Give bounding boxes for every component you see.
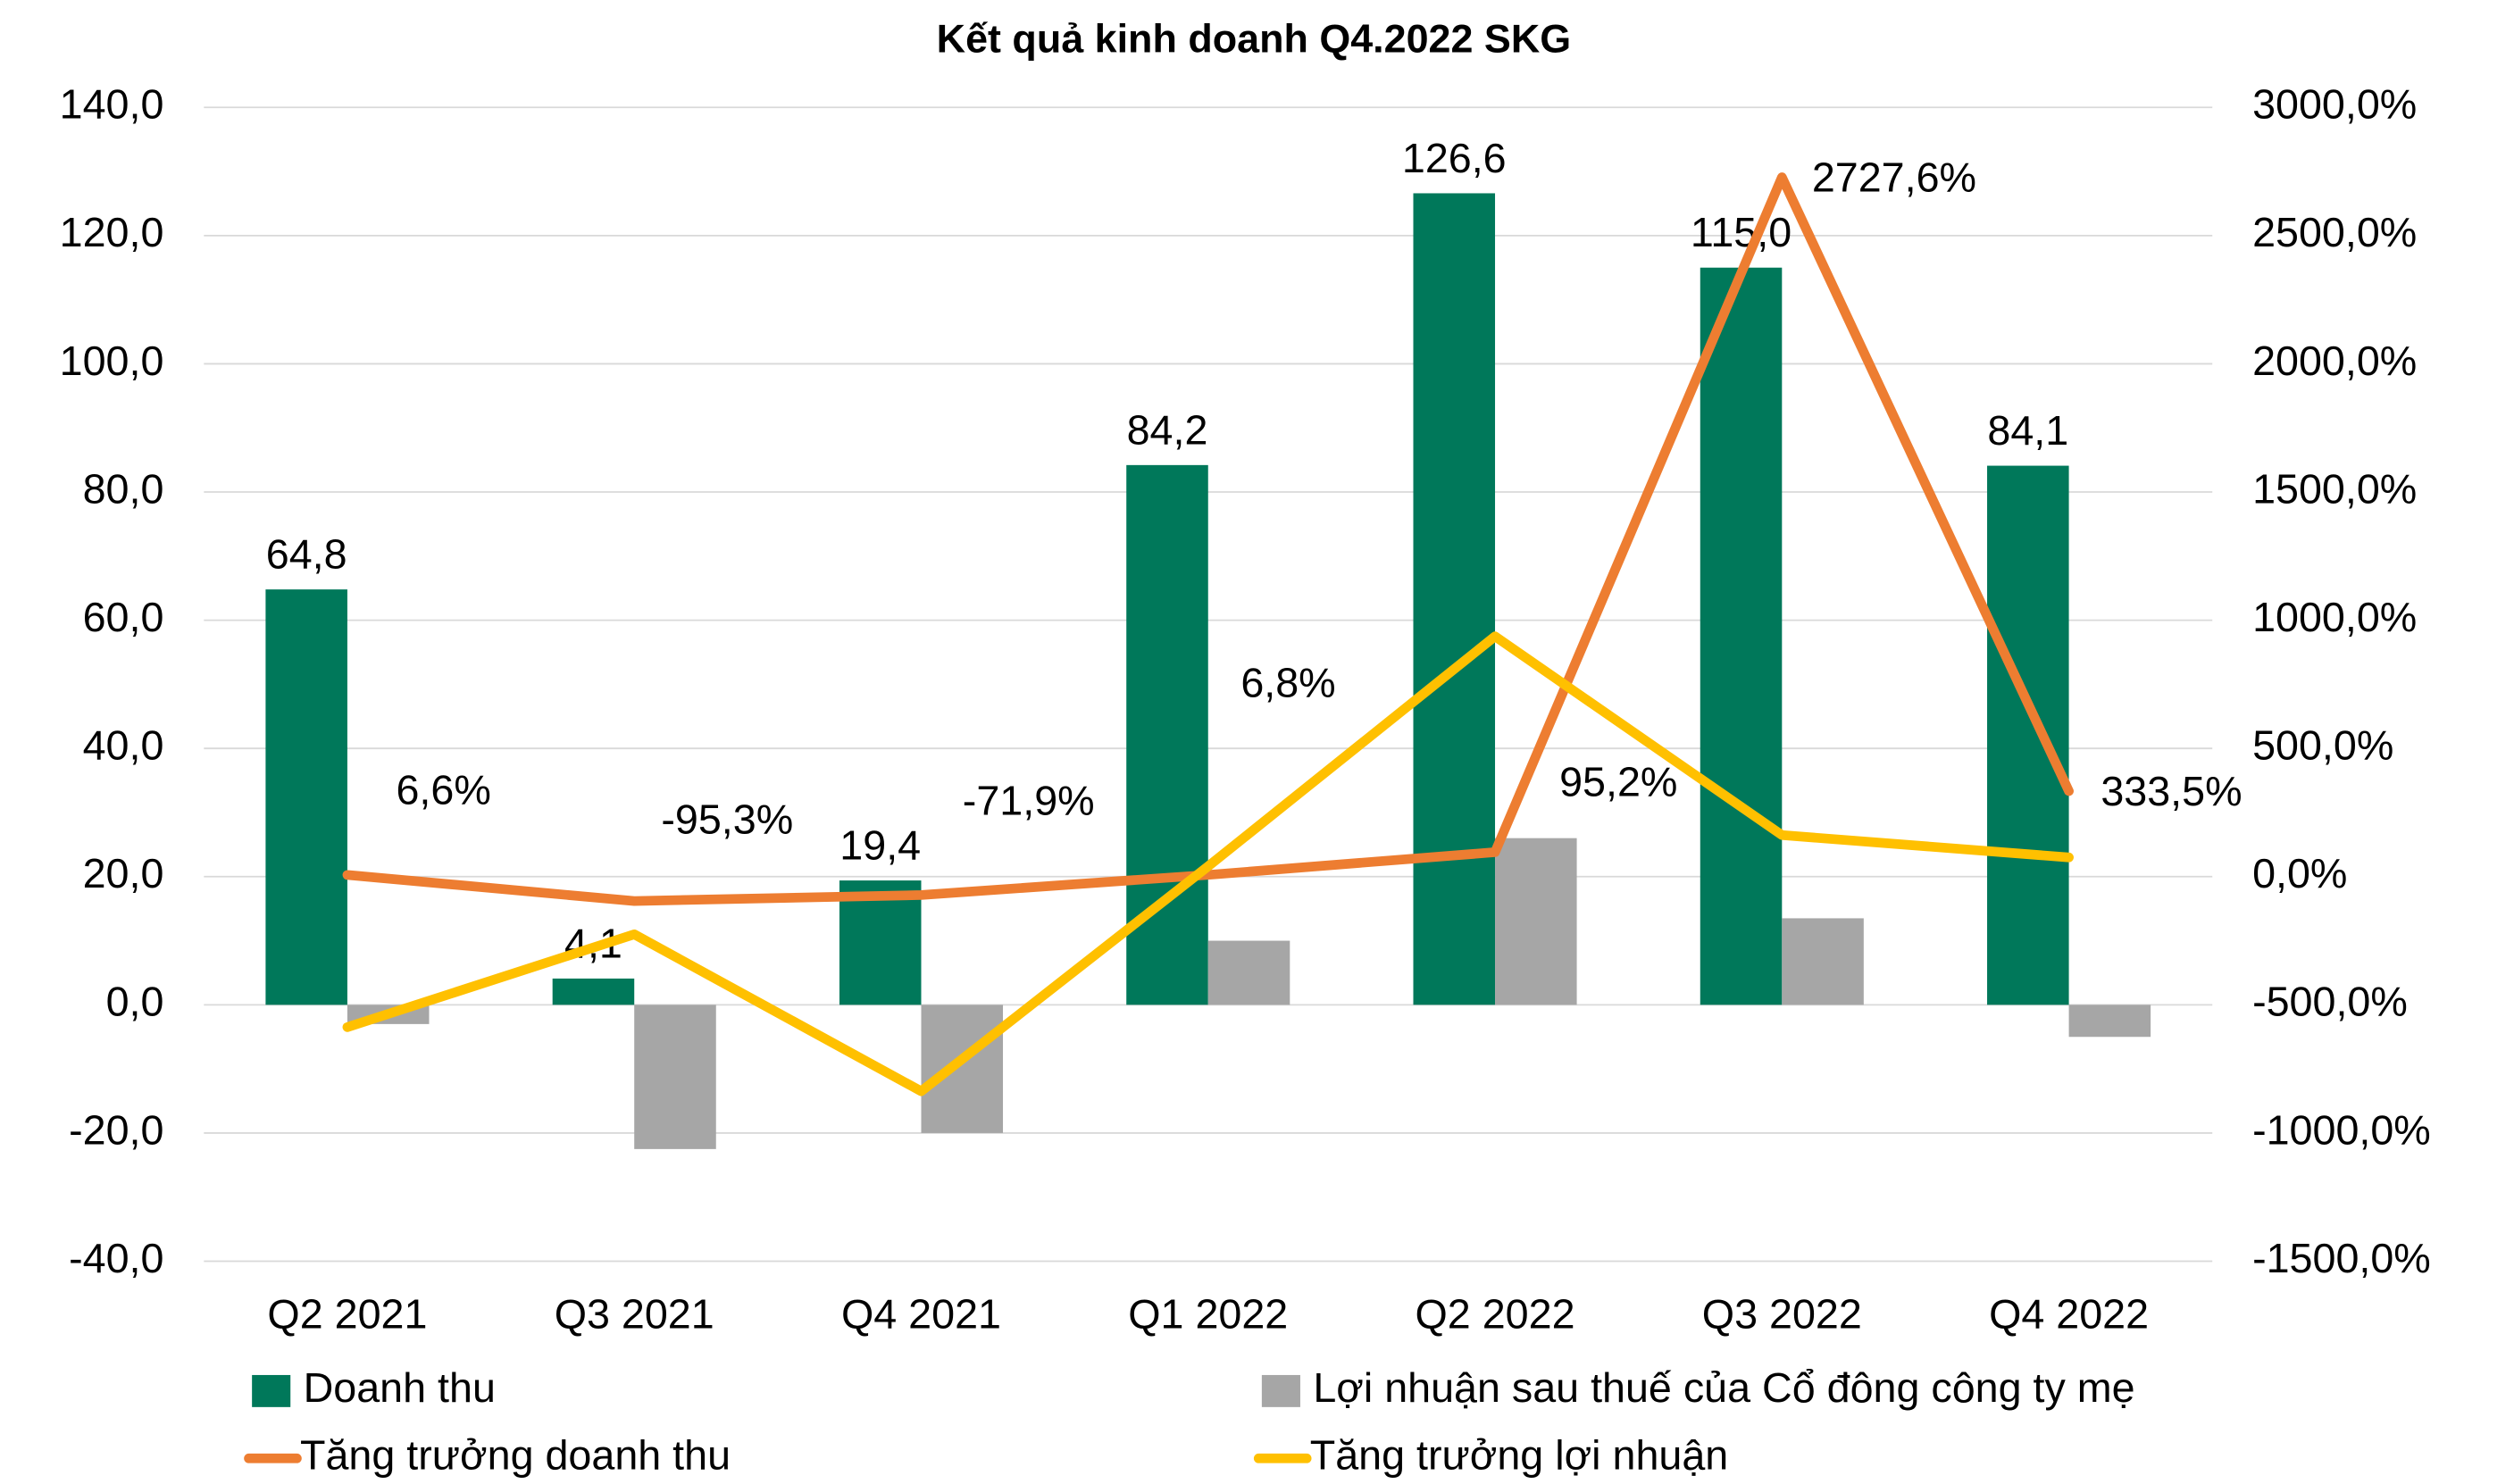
data-label: 19,4 [839, 822, 921, 869]
data-label: -71,9% [963, 777, 1095, 823]
legend-label: Doanh thu [304, 1364, 496, 1411]
data-label: 84,2 [1127, 406, 1208, 453]
x-tick-label: Q2 2021 [267, 1291, 427, 1338]
data-label: 126,6 [1402, 135, 1507, 181]
data-label: 84,1 [1987, 407, 2068, 454]
line [342, 172, 2074, 906]
bar [2068, 1005, 2151, 1038]
bar [921, 1005, 1004, 1133]
legend-swatch [252, 1374, 291, 1407]
y2-tick-label: 500,0% [2252, 722, 2393, 769]
x-tick-label: Q4 2021 [841, 1291, 1001, 1338]
y-tick-label: -20,0 [69, 1106, 163, 1153]
y-tick-label: -40,0 [69, 1235, 163, 1281]
y2-tick-label: -1500,0% [2252, 1235, 2431, 1281]
data-label: 95,2% [1559, 758, 1677, 805]
legend-swatch [1261, 1374, 1300, 1407]
data-label: 6,6% [396, 767, 490, 813]
legend-label: Tăng trưởng doanh thu [300, 1432, 731, 1479]
data-label: 115,0 [1691, 209, 1792, 255]
y-tick-label: 40,0 [83, 722, 164, 769]
y2-tick-label: 3000,0% [2252, 81, 2417, 128]
bar [1413, 193, 1496, 1005]
x-tick-label: Q3 2022 [1702, 1291, 1862, 1338]
y-tick-label: 0,0 [106, 979, 164, 1025]
y-tick-label: 20,0 [83, 850, 164, 896]
y2-tick-label: 0,0% [2252, 850, 2347, 896]
line [342, 631, 2074, 1096]
bar [1700, 267, 1783, 1005]
y-tick-label: 100,0 [60, 338, 164, 384]
y-tick-label: 120,0 [60, 209, 164, 255]
x-tick-label: Q4 2022 [1989, 1291, 2149, 1338]
y-tick-label: 140,0 [60, 81, 164, 128]
data-label: -95,3% [661, 796, 793, 843]
bar [265, 589, 347, 1005]
data-label: 2727,6% [1812, 154, 1976, 200]
bar [1207, 940, 1290, 1005]
bar [1782, 918, 1864, 1005]
data-label: 333,5% [2101, 768, 2242, 814]
y2-tick-label: -1000,0% [2252, 1106, 2431, 1153]
chart-title: Kết quả kinh doanh Q4.2022 SKG [937, 16, 1571, 62]
y2-tick-label: 2500,0% [2252, 209, 2417, 255]
y-tick-label: 60,0 [83, 594, 164, 640]
x-tick-label: Q3 2021 [555, 1291, 714, 1338]
bar [634, 1005, 716, 1149]
legend-label: Lợi nhuận sau thuế của Cổ đông công ty m… [1313, 1364, 2134, 1411]
x-tick-label: Q1 2022 [1128, 1291, 1288, 1338]
y2-tick-label: 1000,0% [2252, 594, 2417, 640]
y2-tick-label: 2000,0% [2252, 338, 2417, 384]
data-label: 6,8% [1240, 659, 1335, 705]
bar [1495, 838, 1577, 1005]
data-label: 64,8 [266, 531, 347, 578]
y2-tick-label: 1500,0% [2252, 465, 2417, 512]
bar [1987, 465, 2069, 1005]
y-tick-label: 80,0 [83, 465, 164, 512]
y2-tick-label: -500,0% [2252, 979, 2408, 1025]
legend-label: Tăng trưởng lợi nhuận [1310, 1432, 1729, 1479]
bar [552, 978, 635, 1005]
x-tick-label: Q2 2022 [1416, 1291, 1575, 1338]
